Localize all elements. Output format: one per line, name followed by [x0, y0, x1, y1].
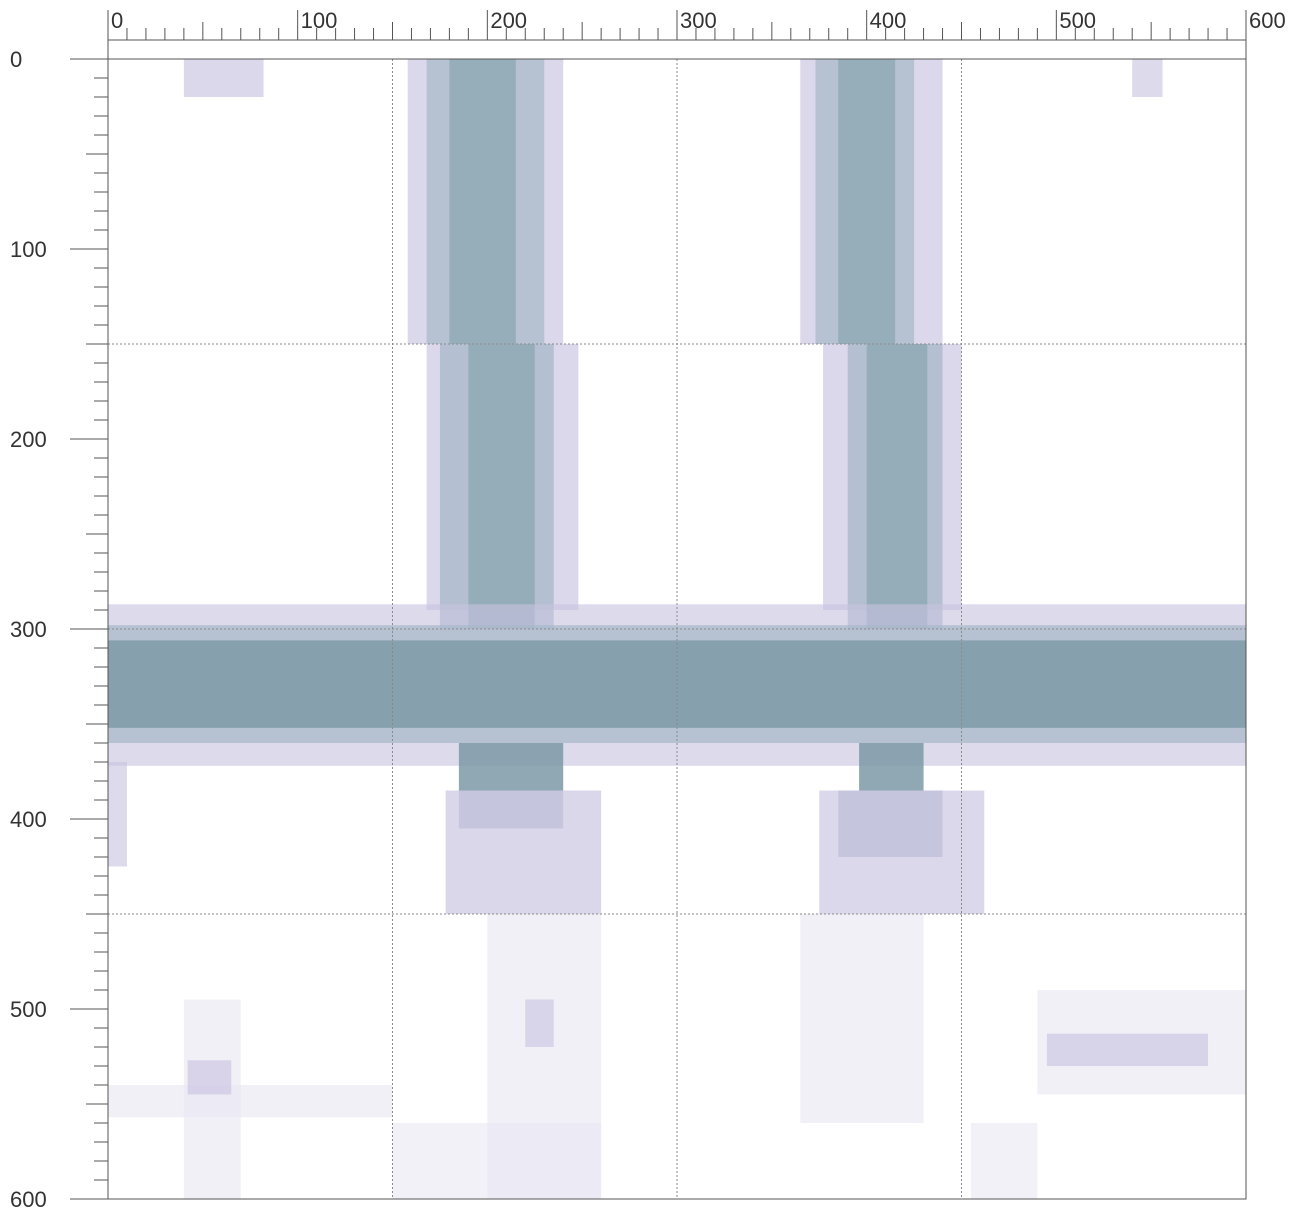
heatmap-cell — [468, 344, 535, 629]
heatmap-cell — [1132, 59, 1163, 97]
heatmap-cell — [445, 790, 602, 914]
y-tick-label: 300 — [10, 617, 47, 642]
heatmap-cell — [458, 743, 564, 791]
heatmap-cell — [800, 914, 924, 1123]
heatmap-cells — [108, 59, 1246, 1199]
x-tick-label: 0 — [111, 8, 123, 33]
heatmap-cell — [819, 790, 985, 914]
heatmap-cell — [392, 1123, 602, 1199]
x-tick-label: 600 — [1249, 8, 1286, 33]
y-tick-label: 0 — [10, 47, 22, 72]
heatmap-cell — [449, 59, 516, 344]
heatmap-cell — [187, 1060, 232, 1095]
y-tick-label: 200 — [10, 427, 47, 452]
heatmap-cell — [866, 344, 928, 629]
y-tick-label: 600 — [10, 1187, 47, 1211]
heatmap-cell — [183, 59, 264, 97]
heatmap-cell — [1046, 1033, 1209, 1066]
y-tick-label: 500 — [10, 997, 47, 1022]
x-tick-label: 200 — [490, 8, 527, 33]
heatmap-cell — [525, 999, 554, 1047]
heatmap-cell — [970, 1123, 1038, 1199]
axes: 0 100 200 300 400 500 600 0 100 200 300 400 500 600 — [10, 8, 1286, 1211]
x-tick-label: 500 — [1059, 8, 1096, 33]
grid-lines — [108, 59, 1246, 1199]
x-tick-label: 100 — [301, 8, 338, 33]
heatmap-cell — [859, 743, 924, 791]
y-tick-label: 400 — [10, 807, 47, 832]
heatmap-cell — [838, 59, 896, 344]
y-tick-label: 100 — [10, 237, 47, 262]
x-tick-label: 300 — [680, 8, 717, 33]
heatmap-cell — [108, 1085, 393, 1118]
heatmap-cell — [108, 762, 127, 867]
x-tick-label: 400 — [870, 8, 907, 33]
